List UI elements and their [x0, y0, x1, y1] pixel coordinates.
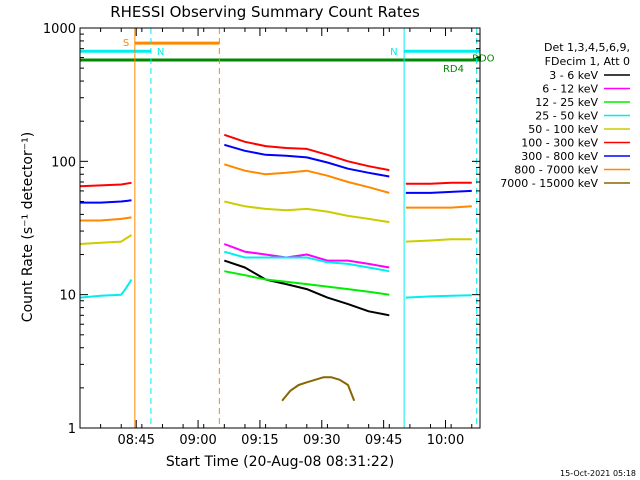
legend: Det 1,3,4,5,6,9, FDecim 1, Att 0 3 - 6 k…: [500, 41, 630, 190]
flag-lines: S N N RD4 RDO: [80, 38, 495, 75]
legend-label-2: 12 - 25 keV: [535, 96, 598, 109]
generation-timestamp: 15-Oct-2021 05:18: [560, 469, 636, 478]
flag-label-2: N: [390, 47, 397, 58]
legend-label-4: 50 - 100 keV: [528, 123, 598, 136]
series-line-7-1: [224, 163, 390, 194]
legend-header-line-2: FDecim 1, Att 0: [545, 55, 630, 68]
series-line-4-0: [79, 234, 133, 245]
series-line-3-2: [405, 294, 472, 299]
chart-title: RHESSI Observing Summary Count Rates: [110, 3, 420, 21]
x-tick-label-4: 09:45: [365, 433, 402, 448]
flag-label-0: S: [123, 38, 129, 49]
legend-label-7: 800 - 7000 keV: [514, 164, 598, 177]
y-tick-label-3: 1000: [43, 22, 76, 37]
series-line-4-1: [224, 200, 390, 224]
attenuator-markers: [134, 28, 478, 428]
series-line-4-2: [405, 238, 472, 243]
x-tick-label-1: 09:00: [179, 433, 216, 448]
y-axis-ticks: 1 10 100 1000: [43, 22, 480, 437]
series-line-7-2: [405, 205, 472, 209]
x-axis-ticks: 08:45 09:00 09:15 09:30 09:45 10:00: [79, 28, 473, 448]
x-tick-label-5: 10:00: [427, 433, 464, 448]
legend-label-6: 300 - 800 keV: [521, 150, 598, 163]
series-line-5-0: [79, 181, 132, 188]
flag-label-3: RD4: [443, 64, 464, 75]
legend-label-1: 6 - 12 keV: [542, 83, 598, 96]
x-tick-label-2: 09:15: [241, 433, 278, 448]
series-line-5-1: [223, 133, 390, 172]
flag-label-4: RDO: [472, 54, 495, 65]
series-line-6-0: [80, 199, 132, 204]
flag-label-1: N: [157, 47, 164, 58]
series-line-0-0: [223, 259, 390, 317]
x-axis-label: Start Time (20-Aug-08 08:31:22): [166, 454, 394, 470]
series-line-7-0: [80, 216, 132, 222]
x-tick-label-0: 08:45: [117, 433, 154, 448]
y-tick-label-1: 10: [59, 289, 76, 304]
x-tick-label-3: 09:30: [303, 433, 340, 448]
legend-label-3: 25 - 50 keV: [535, 110, 598, 123]
y-tick-label-0: 1: [68, 422, 76, 437]
series-line-8-0: [281, 376, 356, 402]
series-line-6-2: [405, 189, 472, 194]
legend-label-8: 7000 - 15000 keV: [500, 177, 598, 190]
series-line-3-1: [224, 250, 390, 273]
y-tick-label-2: 100: [51, 155, 76, 170]
plot-frame: [79, 27, 481, 429]
y-axis-label: Count Rate (s⁻¹ detector⁻¹): [20, 132, 36, 322]
series-line-5-2: [405, 181, 472, 185]
series-line-6-1: [224, 143, 390, 178]
series-line-2-0: [224, 270, 390, 296]
legend-label-5: 100 - 300 keV: [521, 137, 598, 150]
series-line-1-0: [223, 243, 390, 269]
series-line-3-0: [79, 278, 133, 299]
legend-label-0: 3 - 6 keV: [549, 69, 598, 82]
legend-header-line-1: Det 1,3,4,5,6,9,: [544, 41, 630, 54]
plot-area: [79, 133, 472, 402]
